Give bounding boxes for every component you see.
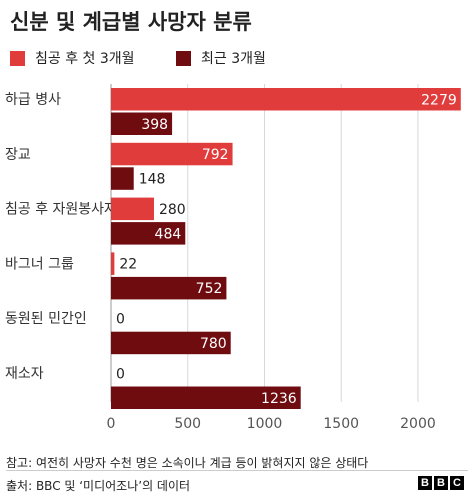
logo-letter-c: C: [450, 476, 464, 490]
data-label: 792: [202, 147, 229, 163]
data-label: 398: [141, 117, 168, 133]
bar-first-months: [111, 142, 233, 166]
chart-note: 참고: 여전히 사망자 수천 명은 소속이나 계급 등이 밝혀지지 않은 상태다: [6, 456, 369, 470]
legend-item-recent-months: 최근 3개월: [176, 48, 266, 68]
data-label: 22: [119, 257, 137, 273]
legend: 침공 후 첫 3개월 최근 3개월: [10, 48, 470, 72]
bar-recent-months: [111, 222, 186, 245]
chart-source: 출처: BBC 및 ‘미디어조나’의 데이터: [6, 479, 191, 493]
data-label: 1236: [261, 391, 297, 407]
chart-title: 신분 및 계급별 사망자 분류: [10, 10, 252, 34]
bar-recent-months: [111, 112, 173, 135]
footer-divider: [6, 470, 468, 471]
legend-item-first-months: 침공 후 첫 3개월: [10, 48, 135, 68]
data-label: 780: [200, 336, 227, 352]
legend-swatch-first-months: [10, 50, 25, 66]
data-label: 0: [116, 311, 125, 327]
logo-letter-b1: B: [418, 476, 432, 490]
category-label: 동원된 민간인: [5, 311, 87, 327]
bar-recent-months: [111, 386, 301, 409]
x-tick-label-2000: 2000: [400, 416, 436, 432]
bar-first-months: [111, 88, 461, 111]
x-tick-label-1000: 1000: [247, 416, 283, 432]
bar-recent-months: [111, 276, 227, 300]
data-label: 2279: [421, 92, 457, 108]
data-label: 148: [139, 172, 166, 188]
category-label: 침공 후 자원봉사자: [5, 202, 117, 218]
data-label: 0: [116, 366, 125, 382]
logo-letter-b2: B: [434, 476, 448, 490]
category-label: 장교: [5, 147, 31, 163]
bar-first-months: [111, 197, 154, 221]
data-label: 484: [155, 226, 182, 242]
bbc-logo: B B C: [418, 476, 464, 490]
category-label: 하급 병사: [5, 92, 61, 108]
category-label: 재소자: [5, 366, 44, 382]
x-tick-label-1500: 1500: [323, 416, 359, 432]
bar-chart: 0 500 1000 1500 2000 하급 병사 2279 398 장교 792 148 침공 후…: [5, 84, 461, 432]
x-tick-label-0: 0: [107, 416, 116, 432]
bar-first-months: [111, 252, 115, 275]
legend-label-recent-months: 최근 3개월: [201, 51, 266, 67]
bar-recent-months: [111, 331, 231, 355]
legend-label-first-months: 침공 후 첫 3개월: [35, 51, 135, 67]
legend-swatch-recent-months: [176, 50, 191, 66]
data-label: 280: [159, 202, 186, 218]
category-label: 바그너 그룹: [5, 256, 74, 272]
data-label: 752: [196, 281, 223, 297]
bar-recent-months: [111, 167, 134, 190]
x-tick-label-500: 500: [174, 416, 201, 432]
